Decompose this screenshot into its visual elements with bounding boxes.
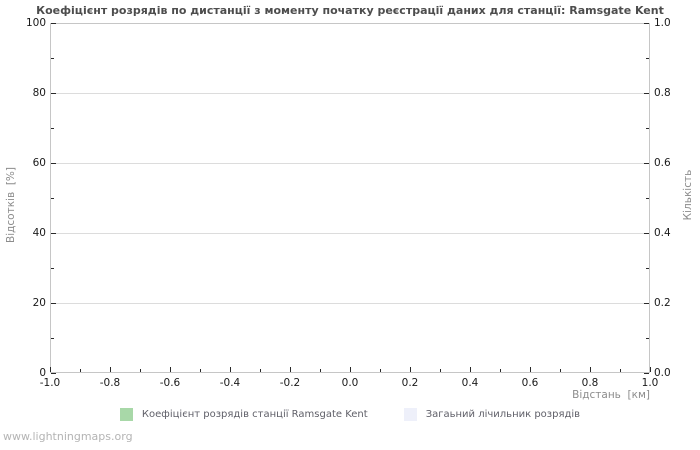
- tick-label-left: 60: [32, 157, 46, 169]
- gridline: [51, 163, 649, 164]
- legend-entry-coefficient: Коефіцієнт розрядів станції Ramsgate Ken…: [119, 408, 368, 421]
- y-axis-label-left: Відсотків [%]: [5, 167, 17, 243]
- tick-x-major: [230, 367, 231, 372]
- tick-label-left: 20: [32, 297, 46, 309]
- tick-x-major: [290, 367, 291, 372]
- tick-x-major: [410, 367, 411, 372]
- tick-label-x: -1.0: [39, 377, 61, 389]
- tick-label-left: 80: [32, 87, 46, 99]
- tick-right-major: [644, 303, 649, 304]
- tick-right-minor: [646, 128, 649, 129]
- tick-label-right: 0.0: [654, 367, 671, 379]
- tick-label-x: 0.8: [581, 377, 599, 389]
- tick-label-right: 0.2: [654, 297, 671, 309]
- tick-x-major: [650, 367, 651, 372]
- chart-title: Коефіцієнт розрядів по дистанції з момен…: [36, 4, 664, 17]
- gridline: [51, 233, 649, 234]
- tick-left-minor: [51, 128, 54, 129]
- tick-left-minor: [51, 198, 54, 199]
- tick-x-major: [110, 367, 111, 372]
- tick-right-major: [644, 93, 649, 94]
- tick-x-major: [50, 367, 51, 372]
- tick-x-minor: [620, 369, 621, 372]
- tick-right-major: [644, 163, 649, 164]
- tick-label-right: 0.8: [654, 87, 671, 99]
- tick-left-major: [51, 233, 56, 234]
- tick-left-minor: [51, 58, 54, 59]
- legend-swatch-total-counter: [403, 408, 417, 421]
- legend-entry-total-counter: Загаьний лічильник розрядів: [403, 408, 581, 421]
- tick-right-major: [644, 373, 649, 374]
- tick-right-minor: [646, 268, 649, 269]
- tick-right-minor: [646, 338, 649, 339]
- tick-left-major: [51, 163, 56, 164]
- legend-swatch-coefficient: [119, 408, 133, 421]
- tick-right-major: [644, 23, 649, 24]
- tick-right-minor: [646, 198, 649, 199]
- tick-left-major: [51, 93, 56, 94]
- tick-left-minor: [51, 268, 54, 269]
- tick-x-minor: [560, 369, 561, 372]
- tick-label-x: -0.2: [279, 377, 301, 389]
- x-axis-label: Відстань [км]: [572, 389, 650, 401]
- tick-label-x: 0.0: [341, 377, 359, 389]
- tick-x-minor: [200, 369, 201, 372]
- tick-right-minor: [646, 58, 649, 59]
- tick-label-right: 1.0: [654, 17, 671, 29]
- tick-label-x: -0.6: [159, 377, 181, 389]
- tick-x-minor: [80, 369, 81, 372]
- gridline: [51, 93, 649, 94]
- tick-x-major: [590, 367, 591, 372]
- tick-left-major: [51, 373, 56, 374]
- plot-area: [50, 23, 650, 373]
- tick-x-minor: [380, 369, 381, 372]
- tick-label-right: 0.6: [654, 157, 671, 169]
- y-axis-label-right: Кількість: [682, 169, 694, 221]
- gridline: [51, 303, 649, 304]
- tick-label-x: 0.6: [521, 377, 539, 389]
- legend-label-coefficient: Коефіцієнт розрядів станції Ramsgate Ken…: [141, 409, 368, 420]
- tick-x-major: [350, 367, 351, 372]
- tick-label-x: 0.4: [461, 377, 479, 389]
- tick-label-left: 0: [39, 367, 46, 379]
- tick-label-x: -0.4: [219, 377, 241, 389]
- tick-right-major: [644, 233, 649, 234]
- tick-x-major: [470, 367, 471, 372]
- tick-x-minor: [140, 369, 141, 372]
- tick-x-minor: [500, 369, 501, 372]
- tick-x-minor: [260, 369, 261, 372]
- tick-label-x: -0.8: [99, 377, 121, 389]
- watermark: www.lightningmaps.org: [3, 430, 133, 443]
- tick-x-minor: [320, 369, 321, 372]
- tick-left-minor: [51, 338, 54, 339]
- tick-x-major: [530, 367, 531, 372]
- tick-label-left: 100: [25, 17, 46, 29]
- legend: Коефіцієнт розрядів станції Ramsgate Ken…: [0, 408, 700, 421]
- tick-x-major: [170, 367, 171, 372]
- legend-label-total-counter: Загаьний лічильник розрядів: [425, 409, 581, 420]
- tick-left-major: [51, 23, 56, 24]
- tick-x-minor: [440, 369, 441, 372]
- tick-label-x: 1.0: [641, 377, 659, 389]
- tick-label-right: 0.4: [654, 227, 671, 239]
- tick-label-x: 0.2: [401, 377, 419, 389]
- tick-left-major: [51, 303, 56, 304]
- tick-label-left: 40: [32, 227, 46, 239]
